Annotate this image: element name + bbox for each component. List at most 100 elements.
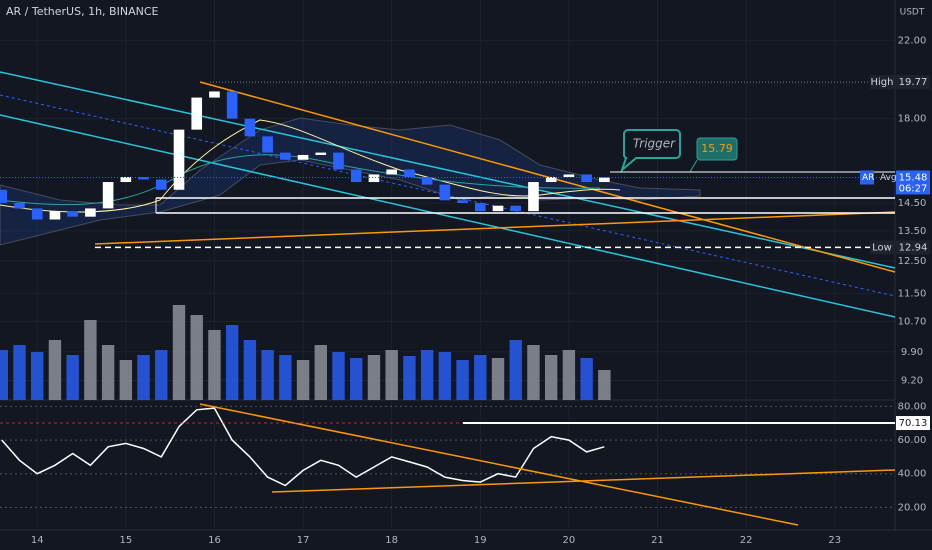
- volume-bar: [84, 320, 97, 400]
- candle-body: [155, 179, 167, 190]
- high-label: High: [871, 77, 894, 88]
- trigger-label: Trigger: [633, 137, 676, 151]
- volume-bar: [66, 355, 79, 400]
- candle-body: [599, 177, 610, 183]
- rsi-level-box: [896, 416, 930, 431]
- candle-body: [439, 184, 451, 201]
- volume-bar: [13, 345, 26, 400]
- volume-bar: [0, 350, 8, 400]
- candle-body: [31, 208, 43, 220]
- grid: [0, 0, 895, 530]
- volume-bar: [332, 352, 345, 400]
- y-tick-label: 22.00: [898, 35, 927, 46]
- rsi-trend-line: [199, 403, 799, 526]
- low-value-box: [896, 240, 930, 255]
- candle-body: [404, 169, 415, 177]
- volume-bar: [509, 340, 522, 400]
- high-label-box: [870, 75, 895, 90]
- volume-bar: [279, 355, 292, 400]
- y-tick-label: 13.50: [898, 226, 927, 237]
- volume-bar: [261, 350, 274, 400]
- candle-body: [368, 174, 380, 183]
- rsi-tick-label: 20.00: [898, 502, 927, 513]
- candle-body: [581, 174, 592, 183]
- volume-bar: [403, 356, 416, 400]
- candle-body: [226, 91, 238, 119]
- rsi-level-label: 70.13: [899, 418, 928, 429]
- volume-bar: [385, 350, 398, 400]
- volume-bar: [119, 360, 133, 400]
- candle-body: [244, 118, 256, 137]
- rsi-line: [1, 407, 605, 487]
- x-tick-label: 21: [651, 535, 664, 546]
- x-tick-label: 16: [208, 535, 221, 546]
- candle-body: [280, 152, 291, 160]
- y-tick-label: 9.20: [901, 375, 923, 386]
- candle-body: [297, 154, 309, 160]
- x-tick-label: 23: [828, 535, 841, 546]
- candle-body: [102, 182, 114, 209]
- volume-bar: [190, 315, 203, 400]
- volume-bar: [420, 350, 434, 400]
- candle-body: [138, 176, 149, 180]
- countdown: 06:27: [899, 183, 928, 194]
- y-tick-label: 11.50: [898, 288, 927, 299]
- volume-bar: [580, 358, 593, 400]
- moving-average: [0, 119, 621, 213]
- x-tick-label: 18: [385, 535, 398, 546]
- volume-bar: [562, 350, 576, 400]
- volume-bar: [225, 325, 239, 400]
- candle-body: [474, 202, 486, 212]
- symbol-label: AR: [862, 173, 874, 183]
- y-tick-label: 12.50: [898, 256, 927, 267]
- chart-title: AR / TetherUS, 1h, BINANCE: [6, 5, 159, 18]
- volume-bar: [491, 358, 505, 400]
- candle-body: [173, 129, 185, 190]
- currency: USDT: [900, 8, 925, 18]
- candle-body: [457, 200, 468, 203]
- volume-bar: [243, 340, 257, 400]
- high-value-box: [896, 75, 930, 90]
- candle-body: [262, 136, 273, 153]
- volume-bar: [438, 352, 452, 400]
- x-tick-label: 15: [119, 535, 132, 546]
- candle-body: [510, 205, 522, 212]
- high-value: 19.77: [899, 77, 928, 88]
- volume-bar: [456, 360, 469, 400]
- y-tick-label: 18.00: [898, 114, 927, 125]
- candle-body: [85, 208, 96, 217]
- y-tick-label: 14.50: [898, 198, 927, 209]
- volume-bar: [137, 355, 150, 400]
- low-value: 12.94: [899, 242, 928, 253]
- x-tick-label: 19: [474, 535, 487, 546]
- symbol-box: [860, 170, 874, 185]
- volume-bar: [474, 355, 487, 400]
- low-label: Low: [872, 242, 892, 253]
- volume-bar: [101, 345, 115, 400]
- candle-body: [333, 152, 344, 170]
- volume-bar: [544, 355, 558, 400]
- last-price: 15.48: [899, 172, 928, 183]
- volume-bar: [155, 350, 168, 400]
- channel-line: [0, 114, 896, 318]
- candle-body: [386, 169, 397, 175]
- trend-line: [94, 211, 896, 245]
- candle-body: [209, 91, 220, 98]
- candle-body: [350, 169, 362, 183]
- rsi-trend-line: [271, 469, 896, 493]
- x-tick-label: 17: [297, 535, 310, 546]
- candle-body: [421, 176, 433, 185]
- candle-body: [315, 152, 327, 155]
- trigger-price: 15.79: [701, 142, 733, 155]
- candle-body: [120, 176, 132, 183]
- volume-bar: [48, 340, 62, 400]
- volume-bar: [527, 345, 540, 400]
- x-tick-label: 22: [740, 535, 753, 546]
- channel-line: [0, 71, 896, 269]
- marks: [0, 91, 896, 526]
- volume-bar: [296, 360, 310, 400]
- candle-body: [545, 176, 557, 183]
- volume-bar: [598, 370, 611, 400]
